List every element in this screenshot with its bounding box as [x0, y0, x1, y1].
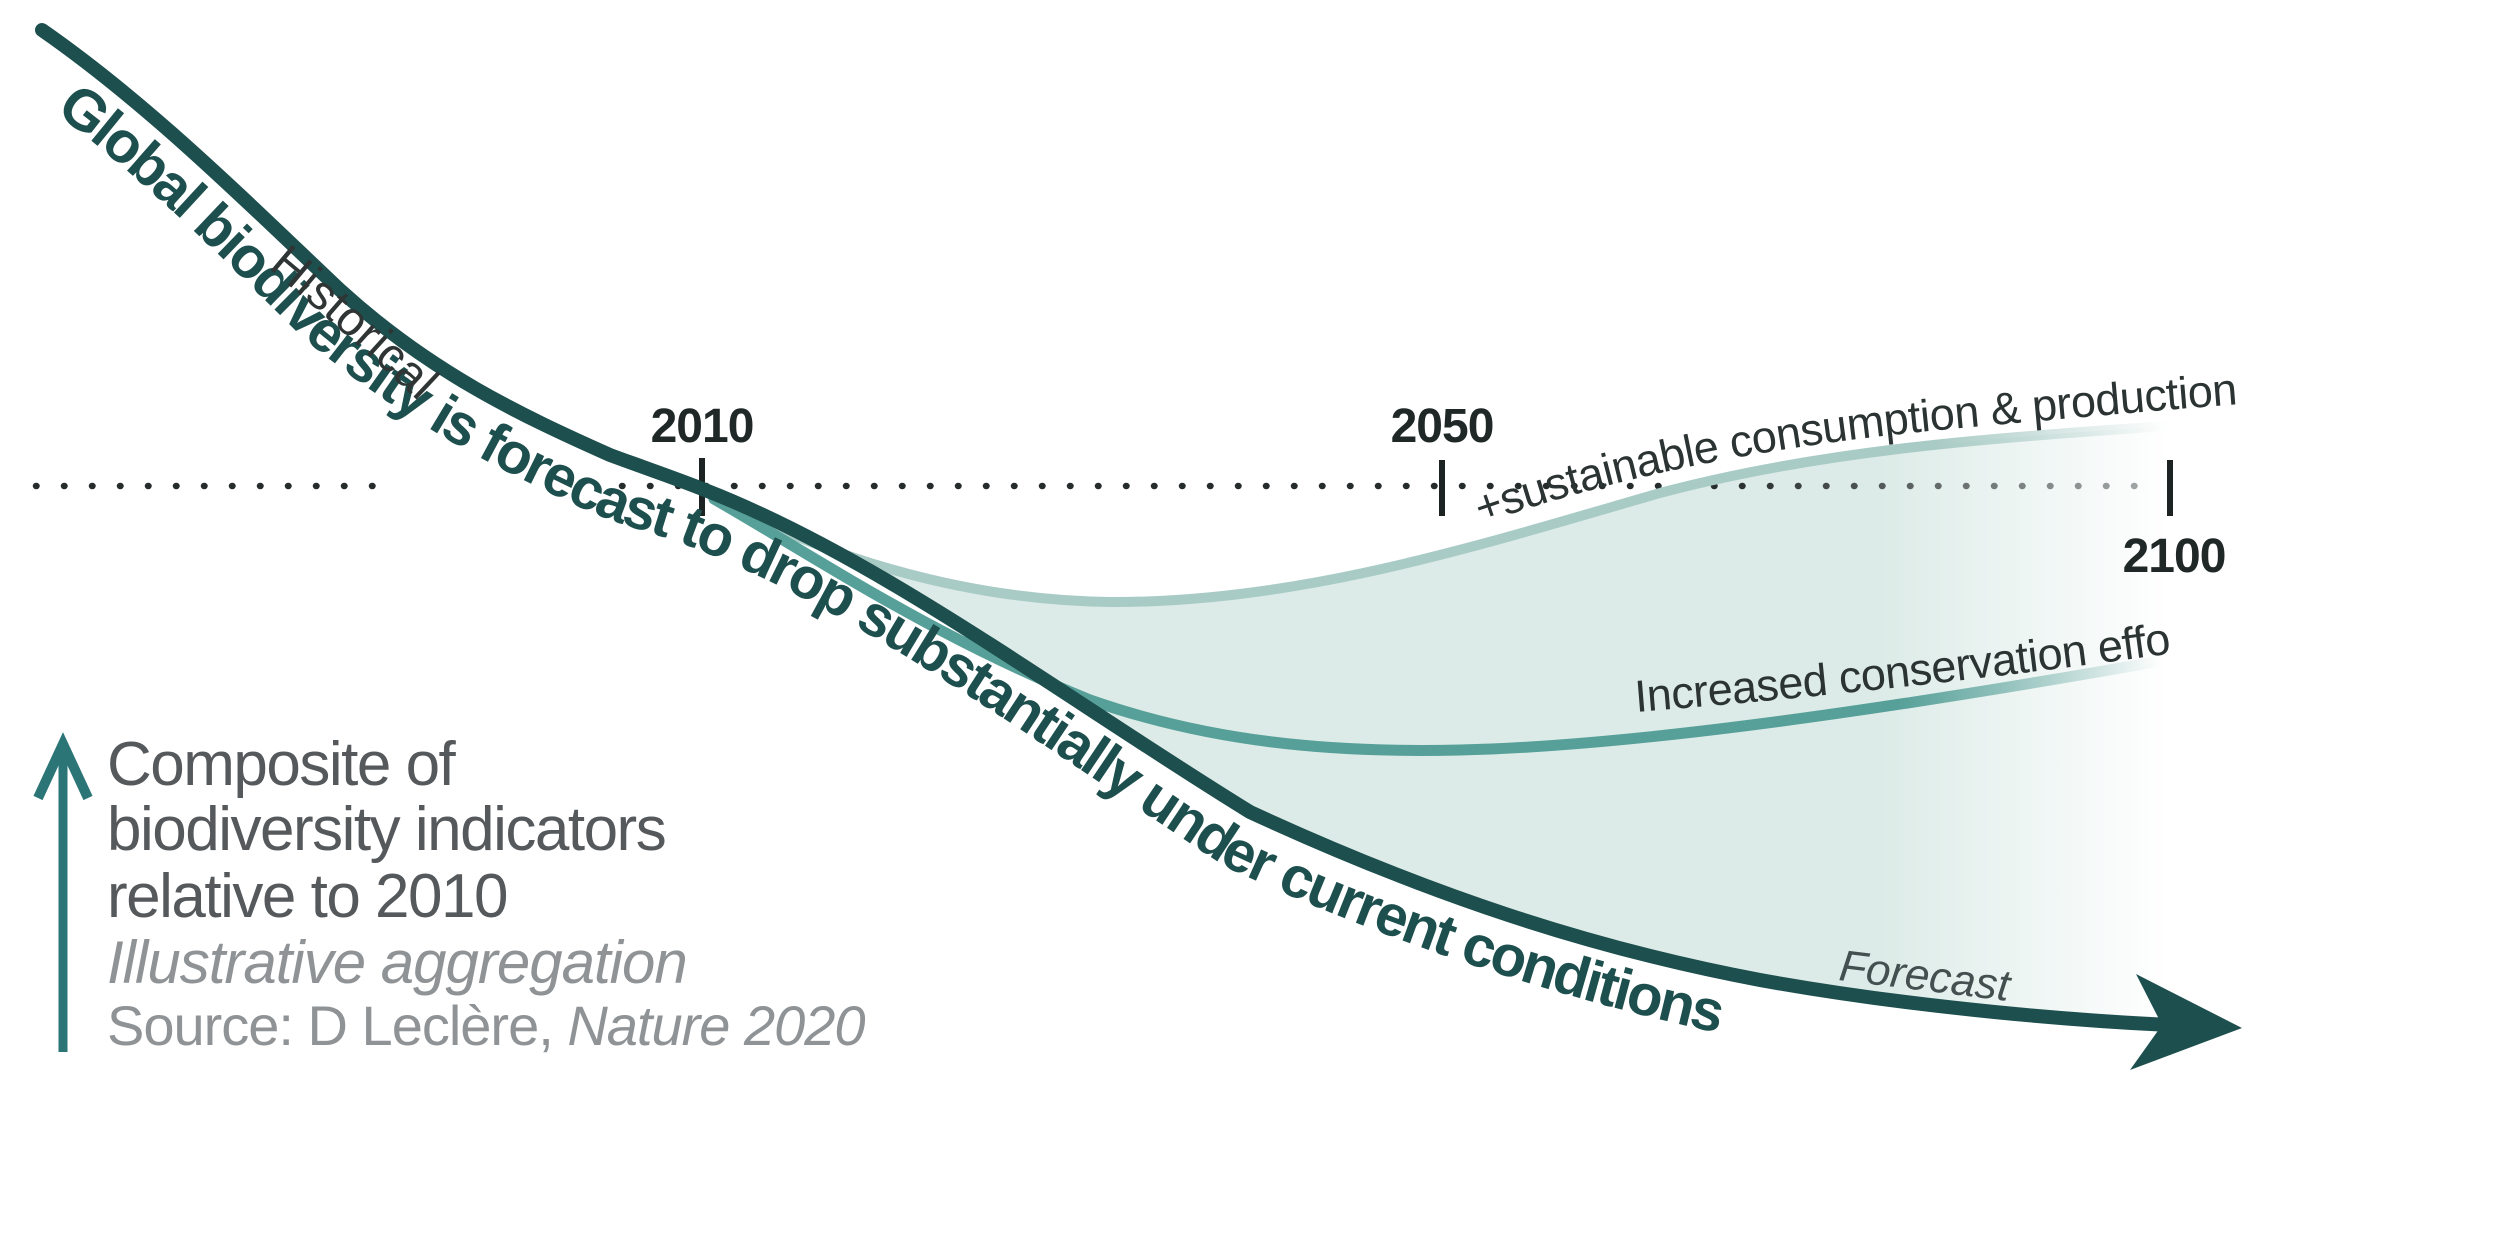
conservation-scenario-curve: [708, 493, 2161, 756]
caption-line-2: biodiversity indicators: [107, 795, 665, 864]
caption-line-3: relative to 2010: [107, 862, 507, 931]
year-label-2100: 2100: [2123, 530, 2226, 583]
scenario-range-fill: [705, 426, 2165, 1024]
caption-line-1: Composite of: [107, 730, 457, 799]
caption-note: Illustrative aggregation: [107, 929, 687, 996]
year-label-2010: 2010: [651, 400, 754, 453]
caption-source-prefix: Source: D Leclère,: [107, 994, 567, 1057]
sustainable-scenario-curve: [707, 421, 2170, 608]
y-axis-indicator: [33, 732, 93, 1052]
forecast-arrow-head: [2130, 974, 2242, 1070]
caption-source: Source: D Leclère, Nature 2020: [107, 994, 865, 1057]
y-axis-arrow-head: [33, 732, 93, 801]
year-label-2050: 2050: [1391, 400, 1494, 453]
caption-block: Composite of biodiversity indicators rel…: [107, 730, 866, 1057]
caption-source-journal: Nature 2020: [567, 994, 865, 1057]
historical-forecast-curve: [35, 23, 2202, 1033]
